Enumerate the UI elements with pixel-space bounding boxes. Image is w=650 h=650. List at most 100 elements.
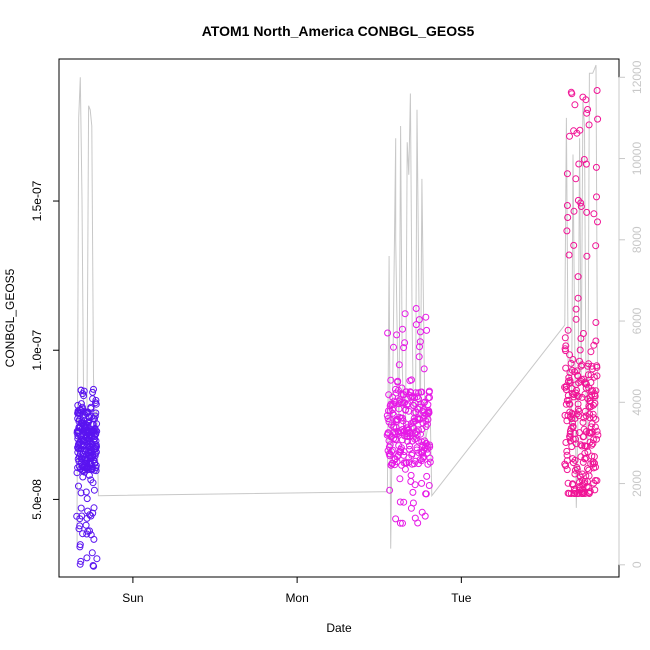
- data-point: [582, 412, 590, 420]
- data-point: [90, 385, 97, 393]
- data-point: [569, 459, 577, 467]
- data-point: [563, 202, 571, 209]
- data-point: [414, 426, 422, 434]
- data-point: [588, 428, 596, 436]
- data-point: [417, 430, 424, 438]
- altitude-line: [76, 64, 599, 549]
- data-point: [592, 319, 600, 326]
- data-point: [588, 362, 596, 370]
- data-point: [412, 305, 420, 312]
- data-point: [594, 218, 601, 226]
- data-point: [408, 450, 416, 458]
- data-point: [572, 305, 580, 313]
- data-point: [576, 126, 584, 134]
- y-axis-label: CONBGL_GEOS5: [3, 268, 17, 367]
- data-point: [572, 440, 580, 448]
- data-point: [394, 451, 402, 459]
- data-point: [389, 446, 397, 454]
- data-point: [89, 420, 97, 428]
- data-point: [403, 401, 411, 409]
- data-point: [401, 310, 409, 318]
- data-point: [577, 203, 585, 210]
- data-point: [76, 541, 84, 549]
- y2-tick-label: 12000: [630, 60, 644, 94]
- data-point: [582, 96, 590, 104]
- data-point: [85, 471, 93, 479]
- data-point: [562, 342, 570, 350]
- data-point: [90, 456, 97, 464]
- data-point: [562, 364, 570, 372]
- data-point: [592, 387, 600, 395]
- data-point: [396, 519, 404, 527]
- data-point: [412, 321, 420, 329]
- data-point: [76, 560, 84, 568]
- data-point: [593, 435, 600, 443]
- data-point: [573, 367, 581, 375]
- data-point: [400, 498, 408, 506]
- data-point: [80, 387, 88, 395]
- data-point: [398, 384, 406, 392]
- data-point: [393, 331, 401, 339]
- data-point: [594, 115, 602, 123]
- data-point: [91, 412, 99, 420]
- data-point: [82, 488, 90, 496]
- data-point: [563, 382, 571, 390]
- data-point: [563, 466, 571, 474]
- data-point: [569, 423, 577, 430]
- data-point: [577, 199, 585, 207]
- data-point: [413, 393, 421, 401]
- data-point: [566, 369, 574, 377]
- data-point: [575, 429, 583, 437]
- data-point: [579, 330, 587, 337]
- data-point: [575, 160, 583, 168]
- data-point: [90, 535, 98, 543]
- data-point: [582, 384, 590, 392]
- data-point: [414, 519, 422, 527]
- data-point: [393, 458, 401, 466]
- data-point: [577, 362, 585, 370]
- data-point: [400, 344, 408, 352]
- data-point: [389, 409, 397, 417]
- data-point: [407, 471, 415, 479]
- data-point: [423, 420, 431, 428]
- data-point: [592, 463, 599, 471]
- data-point: [591, 486, 599, 494]
- data-point: [402, 420, 410, 428]
- data-point: [589, 440, 597, 447]
- data-point: [562, 439, 570, 446]
- data-point: [82, 521, 90, 529]
- data-point: [561, 334, 569, 342]
- data-point: [577, 453, 585, 461]
- data-point: [590, 453, 598, 461]
- data-point: [574, 273, 582, 281]
- data-point: [92, 467, 100, 475]
- data-point: [568, 90, 576, 98]
- data-point: [587, 379, 595, 386]
- data-point: [570, 241, 578, 249]
- data-point: [423, 326, 431, 334]
- data-point: [75, 482, 82, 490]
- data-point: [589, 436, 597, 444]
- data-point: [89, 479, 97, 487]
- y-tick-label: 1.0e-07: [30, 330, 44, 371]
- data-point: [423, 445, 431, 453]
- data-point: [422, 313, 430, 321]
- data-point: [573, 465, 581, 473]
- data-point: [77, 386, 85, 394]
- data-point: [593, 363, 601, 371]
- data-point: [411, 481, 419, 489]
- data-point: [593, 477, 601, 485]
- data-point: [585, 121, 593, 129]
- data-point: [425, 387, 433, 395]
- data-point: [391, 436, 399, 444]
- data-point: [418, 388, 426, 396]
- data-point: [392, 515, 400, 523]
- y-tick-label: 1.5e-07: [30, 180, 44, 221]
- data-point: [573, 392, 581, 399]
- data-point: [415, 316, 423, 324]
- data-point: [409, 499, 417, 507]
- data-point: [387, 376, 395, 384]
- data-point: [583, 208, 591, 216]
- data-point: [572, 315, 580, 323]
